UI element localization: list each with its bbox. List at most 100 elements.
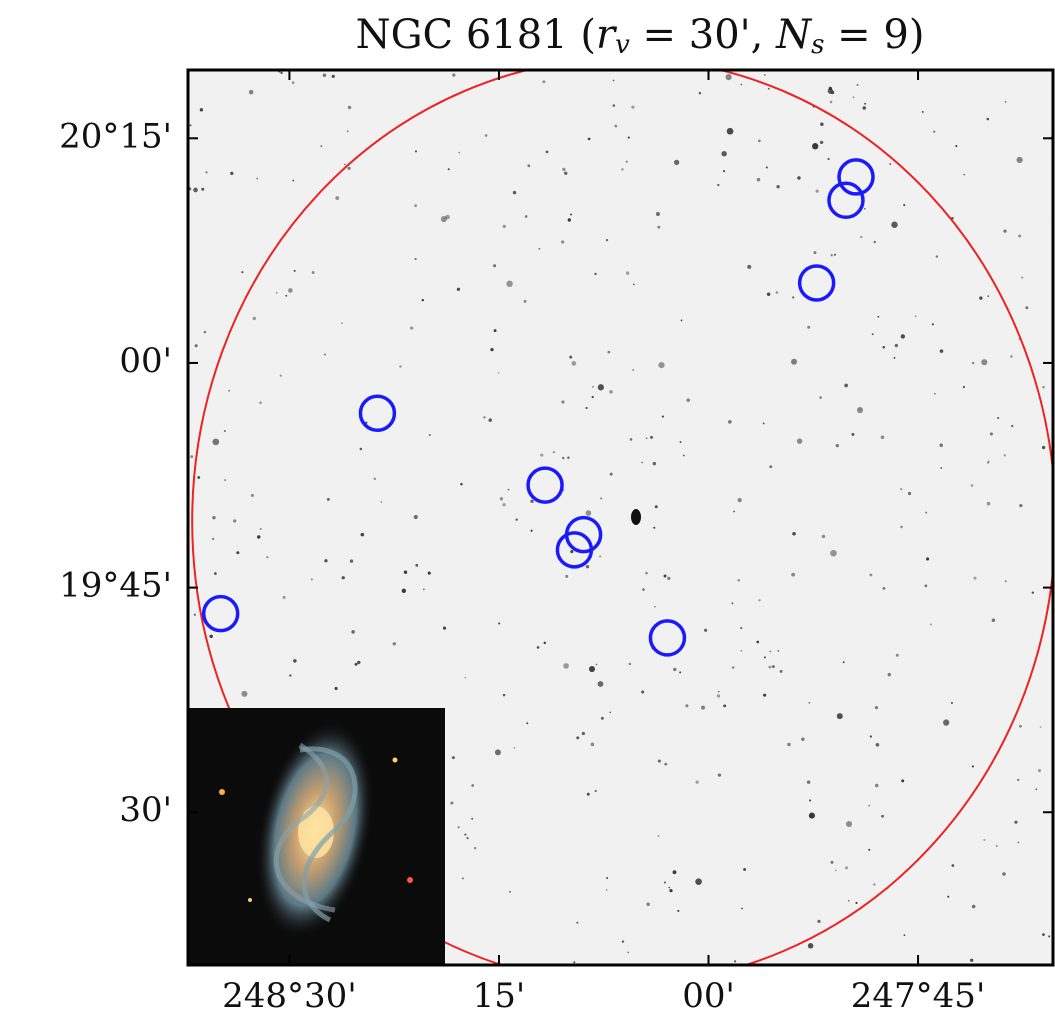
star xyxy=(1035,788,1037,790)
star xyxy=(845,866,848,869)
star xyxy=(568,218,571,221)
star xyxy=(294,270,296,272)
star xyxy=(863,106,866,109)
star xyxy=(895,344,898,347)
star xyxy=(717,184,719,186)
star xyxy=(360,448,363,451)
star xyxy=(807,326,810,329)
star xyxy=(361,533,365,537)
star xyxy=(926,557,929,560)
star xyxy=(653,527,655,529)
star xyxy=(347,167,350,170)
star xyxy=(664,763,667,766)
star xyxy=(1005,101,1007,103)
title-part: N xyxy=(775,12,813,58)
star xyxy=(471,818,473,820)
star xyxy=(777,650,779,652)
star xyxy=(883,587,886,590)
star xyxy=(894,357,896,359)
star xyxy=(443,627,446,630)
star xyxy=(471,784,474,787)
star xyxy=(629,663,631,665)
star xyxy=(940,349,944,353)
star xyxy=(807,780,811,784)
star xyxy=(488,418,492,422)
star xyxy=(723,705,726,708)
star xyxy=(1010,355,1012,357)
y-tick-label: 19°45' xyxy=(59,566,172,606)
star xyxy=(791,573,795,577)
star xyxy=(565,575,568,578)
star xyxy=(987,295,989,297)
star xyxy=(970,959,973,962)
star xyxy=(900,526,903,529)
star xyxy=(342,576,345,579)
star xyxy=(570,214,572,216)
star xyxy=(458,152,460,154)
star xyxy=(904,934,906,936)
star xyxy=(673,668,676,671)
star xyxy=(872,333,874,335)
star xyxy=(769,465,772,468)
x-tick-label: 247°45' xyxy=(851,976,986,1016)
star xyxy=(423,589,425,591)
star xyxy=(677,910,679,912)
star xyxy=(601,717,604,720)
star xyxy=(877,316,879,318)
star xyxy=(573,961,575,963)
star xyxy=(212,516,215,519)
star xyxy=(324,354,326,356)
star xyxy=(658,759,661,762)
star xyxy=(951,702,953,704)
star xyxy=(561,400,564,403)
star xyxy=(641,462,643,464)
star xyxy=(770,651,772,653)
star xyxy=(1016,157,1022,163)
star xyxy=(587,793,590,796)
star xyxy=(763,423,765,425)
star xyxy=(801,738,804,741)
star xyxy=(1042,386,1045,389)
star xyxy=(701,706,705,710)
star xyxy=(233,519,236,522)
star xyxy=(990,432,993,435)
star xyxy=(256,178,258,180)
star xyxy=(1017,779,1019,781)
star xyxy=(855,902,857,904)
star xyxy=(740,627,742,629)
star xyxy=(721,151,726,156)
star xyxy=(955,145,957,147)
star xyxy=(452,73,455,76)
star xyxy=(546,150,549,153)
star xyxy=(836,444,839,447)
star xyxy=(285,295,287,297)
star xyxy=(963,174,965,176)
y-tick-label: 00' xyxy=(119,341,172,381)
star xyxy=(249,90,253,94)
star xyxy=(280,72,282,74)
star xyxy=(1003,454,1005,456)
star xyxy=(402,589,406,593)
star xyxy=(599,555,601,557)
star xyxy=(292,180,294,182)
star xyxy=(1040,726,1042,728)
star xyxy=(997,417,999,419)
star xyxy=(820,123,823,126)
star xyxy=(259,401,262,404)
star xyxy=(630,438,633,441)
star xyxy=(600,497,602,499)
star xyxy=(204,331,206,333)
star xyxy=(1048,935,1050,937)
star xyxy=(1042,446,1045,449)
star xyxy=(260,528,262,530)
star xyxy=(626,271,629,274)
star xyxy=(628,137,630,139)
star xyxy=(1032,591,1034,593)
star xyxy=(503,225,506,228)
star xyxy=(864,103,866,105)
star xyxy=(860,236,862,238)
star xyxy=(728,420,732,424)
star xyxy=(502,503,505,506)
star xyxy=(792,532,796,536)
star xyxy=(971,484,974,487)
